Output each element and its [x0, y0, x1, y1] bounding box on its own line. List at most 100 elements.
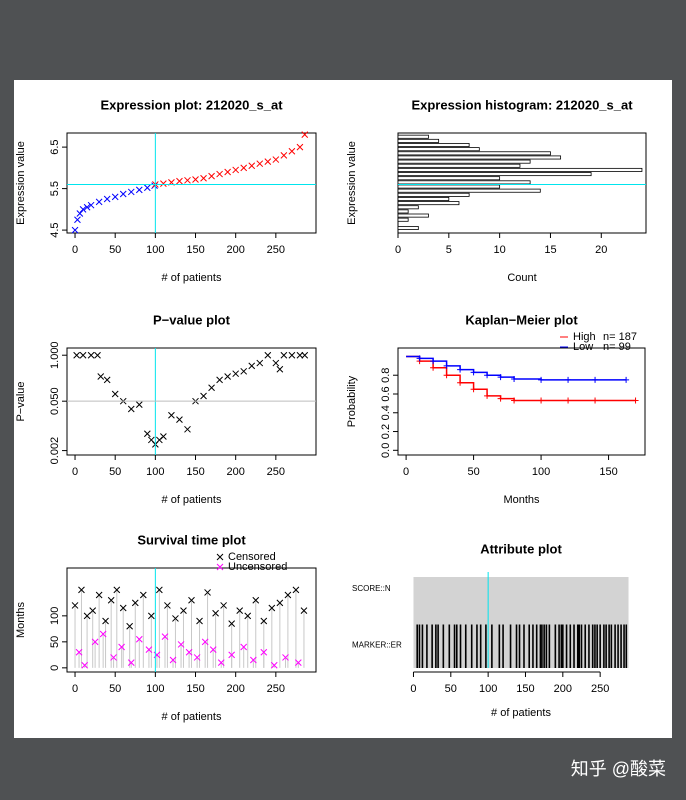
point: [79, 351, 87, 359]
point: [264, 158, 272, 165]
point: [216, 170, 223, 178]
y-tick-label: 0.6: [380, 386, 392, 401]
point: [200, 174, 207, 182]
x-tick-label: 250: [267, 244, 285, 256]
y-tick-label: 100: [49, 607, 61, 625]
x-tick-label: 0: [72, 683, 78, 695]
point: [91, 638, 99, 646]
point: [79, 205, 87, 213]
y-tick-label: 5.5: [49, 181, 61, 196]
point: [126, 622, 134, 630]
point: [288, 147, 296, 155]
chart-title: Survival time plot: [137, 532, 246, 547]
point: [201, 638, 209, 646]
censor-mark: [470, 369, 477, 376]
point: [143, 430, 151, 438]
point: [103, 376, 111, 384]
point: [110, 654, 117, 661]
y-tick-label: 6.5: [49, 139, 61, 154]
legend-n: n= 99: [603, 341, 631, 353]
bar: [397, 159, 531, 164]
censor-mark: [484, 392, 491, 399]
point: [260, 648, 268, 656]
point: [135, 186, 143, 194]
point: [76, 210, 84, 217]
legend-label: High: [573, 331, 596, 343]
point: [296, 143, 304, 151]
bar: [397, 192, 470, 197]
x-tick-label: 150: [186, 466, 204, 478]
point: [180, 607, 187, 614]
x-tick-label: 50: [109, 244, 121, 256]
bar: [397, 217, 409, 222]
point: [252, 596, 260, 604]
point: [160, 433, 167, 440]
point: [111, 390, 119, 398]
x-tick-label: 100: [532, 466, 550, 478]
point: [172, 615, 179, 622]
x-tick-label: 250: [591, 683, 609, 695]
point: [160, 180, 167, 187]
x-tick-label: 100: [146, 683, 164, 695]
point: [228, 620, 236, 627]
censor-mark: [443, 362, 450, 369]
point: [276, 599, 284, 607]
point: [118, 643, 125, 651]
censor-mark: [430, 364, 437, 371]
censor-mark: [457, 379, 464, 386]
x-tick-label: 0: [72, 244, 78, 256]
point: [111, 193, 119, 201]
point: [185, 648, 193, 656]
point: [94, 351, 101, 359]
x-tick-label: 50: [109, 683, 121, 695]
row-label: MARKER::ER: [352, 640, 402, 649]
point: [248, 362, 256, 370]
point: [232, 166, 240, 174]
point: [102, 617, 109, 625]
point: [74, 216, 81, 224]
bar: [397, 155, 562, 160]
point: [224, 168, 231, 176]
point: [200, 392, 207, 400]
censor-mark: [457, 366, 464, 373]
bar: [397, 143, 470, 148]
point: [95, 591, 103, 599]
point: [168, 411, 175, 419]
point: [164, 602, 171, 609]
point: [288, 351, 296, 359]
point: [260, 617, 268, 625]
x-tick-label: 200: [226, 466, 244, 478]
x-tick-label: 200: [554, 683, 572, 695]
point: [209, 646, 217, 653]
point: [217, 659, 225, 666]
x-axis-label: # of patients: [162, 272, 222, 284]
y-tick-label: 0: [49, 665, 61, 671]
point: [176, 416, 183, 424]
chart-title: Kaplan−Meier plot: [465, 312, 578, 327]
point: [177, 641, 185, 648]
y-tick-label: 50: [49, 636, 61, 648]
y-tick-label: 0.050: [49, 387, 61, 415]
censor-mark: [497, 395, 504, 402]
x-tick-label: 200: [226, 683, 244, 695]
bar: [397, 201, 460, 206]
x-tick-label: 100: [479, 683, 497, 695]
point: [236, 607, 244, 614]
point: [268, 604, 276, 612]
point: [296, 351, 304, 359]
point: [83, 203, 91, 211]
censor-mark: [416, 355, 423, 362]
censor-mark: [592, 376, 599, 383]
y-tick-label: 0.8: [380, 368, 392, 383]
x-tick-label: 150: [599, 466, 617, 478]
y-axis-label: P−value: [15, 381, 27, 421]
point: [127, 659, 135, 666]
point: [301, 351, 309, 359]
y-axis-label: Probability: [346, 375, 358, 427]
point: [280, 351, 288, 359]
point: [145, 646, 153, 653]
censor-mark: [565, 376, 572, 383]
point: [127, 188, 135, 196]
x-axis-label: # of patients: [162, 711, 222, 723]
legend-swatch: [216, 553, 224, 561]
